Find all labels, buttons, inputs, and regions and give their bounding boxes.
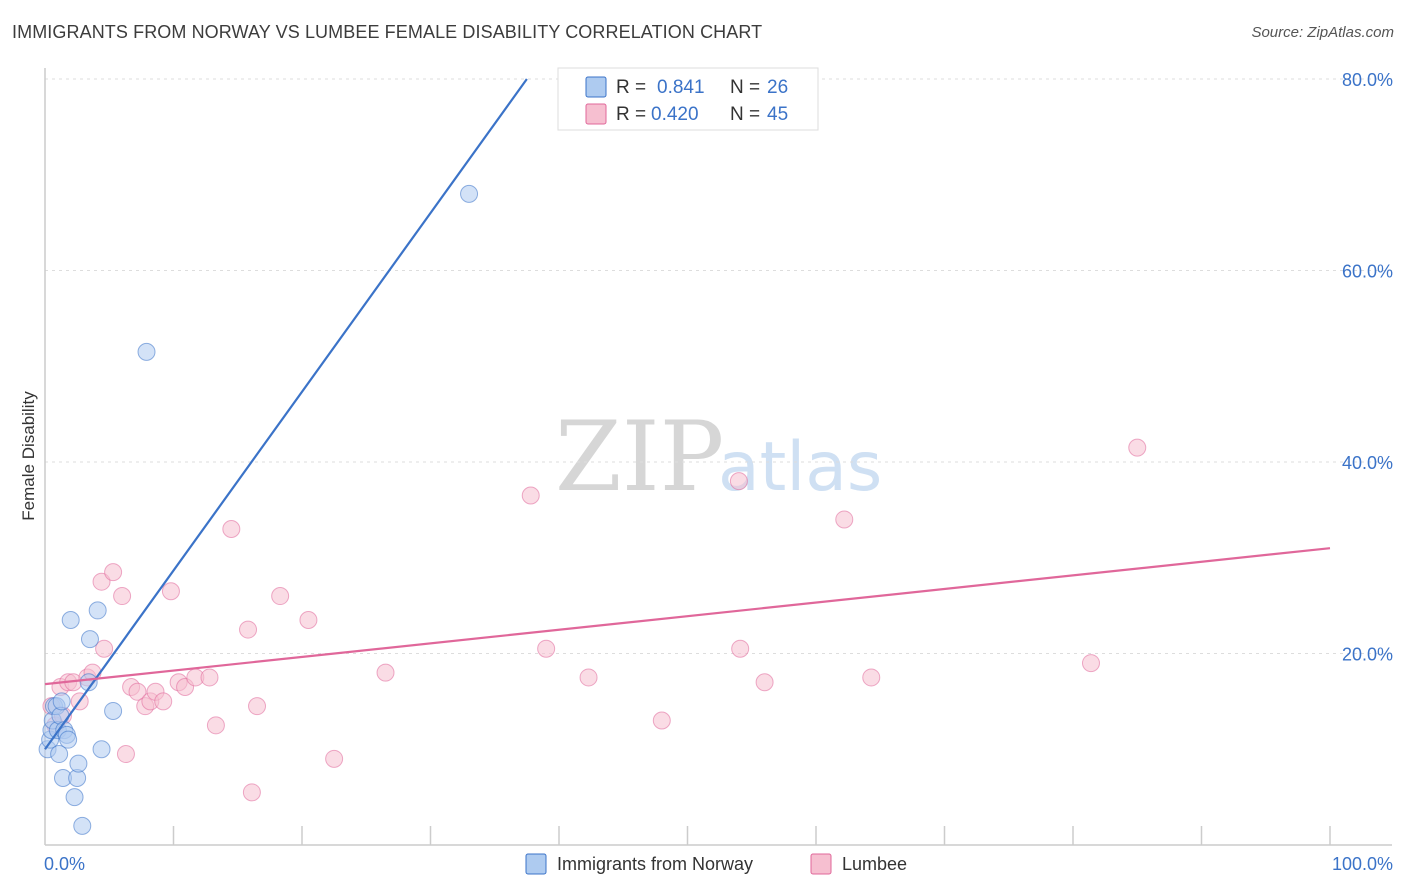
trend-line-immigrants-from-norway — [44, 78, 528, 750]
point-immigrants-from-norway — [460, 184, 479, 203]
y-tick-label: 80.0% — [1342, 70, 1393, 90]
point-lumbee — [299, 610, 318, 629]
stats-legend-r-label: R = — [616, 77, 646, 98]
stats-legend-r-value-norway: 0.841 — [657, 77, 705, 98]
series-legend: Immigrants from Norway Lumbee — [525, 853, 907, 875]
point-lumbee — [835, 510, 854, 529]
stats-legend-n-label: N = — [730, 77, 760, 98]
series-legend-label-lumbee: Lumbee — [842, 854, 907, 874]
gridlines — [45, 78, 1392, 654]
point-immigrants-from-norway — [52, 692, 71, 711]
watermark-atlas: atlas — [718, 428, 882, 507]
series-lumbee — [42, 438, 1147, 802]
y-tick-label: 60.0% — [1342, 262, 1393, 282]
point-lumbee — [1081, 654, 1100, 673]
stats-legend-n-value-norway: 26 — [767, 77, 788, 98]
stats-legend-swatch-norway — [585, 76, 607, 98]
x-tick-label-min: 0.0% — [44, 854, 85, 874]
point-immigrants-from-norway — [137, 342, 156, 361]
point-immigrants-from-norway — [50, 745, 69, 764]
watermark-zip: ZIP — [555, 401, 724, 513]
point-lumbee — [154, 692, 173, 711]
point-lumbee — [271, 587, 290, 606]
stats-legend-r-label: R = — [616, 104, 646, 125]
point-lumbee — [239, 620, 258, 639]
point-immigrants-from-norway — [104, 701, 123, 720]
y-tick-label: 20.0% — [1342, 645, 1393, 665]
source-credit: Source: ZipAtlas.com — [1251, 24, 1394, 41]
point-lumbee — [1128, 438, 1147, 457]
point-lumbee — [376, 663, 395, 682]
point-immigrants-from-norway — [69, 754, 88, 773]
point-lumbee — [116, 745, 135, 764]
x-tick-label-max: 100.0% — [1332, 854, 1393, 874]
point-immigrants-from-norway — [65, 788, 84, 807]
point-lumbee — [161, 582, 180, 601]
stats-legend: R = 0.841 N = 26 R = 0.420 N = 45 — [557, 67, 819, 131]
series-legend-label-norway: Immigrants from Norway — [557, 854, 753, 874]
trend-line-lumbee — [44, 547, 1331, 686]
point-lumbee — [200, 668, 219, 687]
chart-title: IMMIGRANTS FROM NORWAY VS LUMBEE FEMALE … — [12, 22, 763, 42]
point-lumbee — [652, 711, 671, 730]
point-lumbee — [206, 716, 225, 735]
stats-legend-n-value-lumbee: 45 — [767, 104, 788, 125]
point-lumbee — [325, 749, 344, 768]
point-lumbee — [92, 572, 111, 591]
y-tick-label: 40.0% — [1342, 453, 1393, 473]
series-legend-swatch-lumbee — [810, 853, 832, 875]
y-axis-label: Female Disability — [19, 391, 38, 521]
point-lumbee — [755, 673, 774, 692]
point-lumbee — [731, 639, 750, 658]
point-lumbee — [579, 668, 598, 687]
stats-legend-swatch-lumbee — [585, 103, 607, 125]
point-lumbee — [242, 783, 261, 802]
point-lumbee — [248, 697, 267, 716]
point-lumbee — [113, 587, 132, 606]
point-lumbee — [128, 682, 147, 701]
point-lumbee — [862, 668, 881, 687]
stats-legend-r-value-lumbee: 0.420 — [651, 104, 699, 125]
point-immigrants-from-norway — [80, 630, 99, 649]
x-axis-ticks — [172, 826, 1331, 845]
point-immigrants-from-norway — [92, 740, 111, 759]
trend-lines — [44, 78, 1331, 750]
point-lumbee — [222, 520, 241, 539]
y-tick-labels: 20.0% 40.0% 60.0% 80.0% — [1342, 70, 1393, 665]
point-immigrants-from-norway — [88, 601, 107, 620]
point-immigrants-from-norway — [61, 610, 80, 629]
point-immigrants-from-norway — [59, 730, 78, 749]
point-lumbee — [521, 486, 540, 505]
watermark: ZIP atlas — [555, 401, 882, 513]
point-lumbee — [729, 472, 748, 491]
point-lumbee — [537, 639, 556, 658]
point-lumbee — [104, 563, 123, 582]
stats-legend-n-label: N = — [730, 104, 760, 125]
series-legend-swatch-norway — [525, 853, 547, 875]
point-immigrants-from-norway — [73, 816, 92, 835]
point-lumbee — [95, 639, 114, 658]
series-immigrants-from-norway — [38, 184, 479, 835]
